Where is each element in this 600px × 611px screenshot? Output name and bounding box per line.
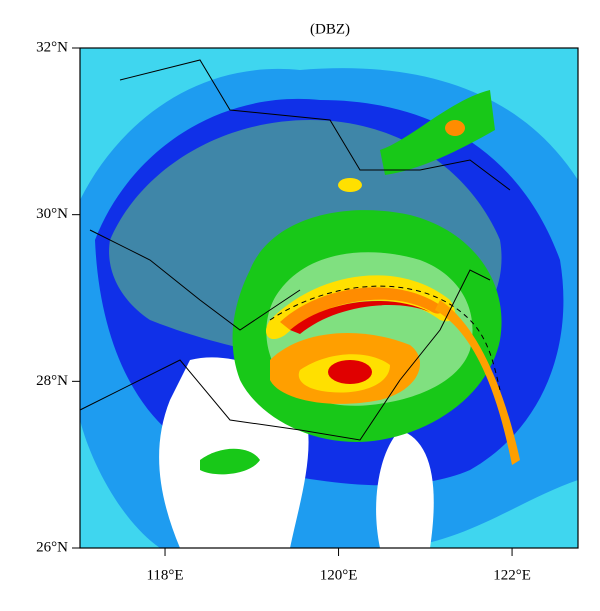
x-tick-label: 118°E [146, 567, 183, 583]
x-tick-label: 120°E [320, 567, 358, 583]
y-tick-label: 32°N [36, 39, 68, 55]
y-tick-label: 26°N [36, 539, 68, 555]
map-title: (DBZ) [310, 21, 350, 37]
reflectivity-field [80, 48, 578, 548]
y-tick-label: 28°N [36, 373, 68, 389]
plot-frame [79, 47, 579, 549]
coastlines [79, 59, 511, 441]
x-tick-label: 122°E [493, 567, 531, 583]
y-tick-label: 30°N [36, 206, 68, 222]
